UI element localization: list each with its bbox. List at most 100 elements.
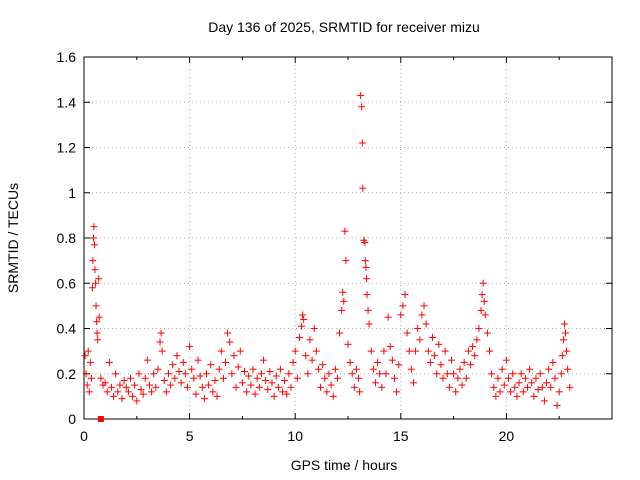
data-point [295, 334, 303, 342]
data-point [422, 320, 430, 328]
data-point [103, 388, 111, 396]
data-point [215, 365, 223, 373]
data-point [447, 356, 455, 364]
data-point [471, 352, 479, 360]
data-point [498, 365, 506, 373]
data-point [515, 379, 523, 387]
data-point [359, 184, 367, 192]
data-point [329, 392, 337, 400]
data-point [186, 343, 194, 351]
data-point [456, 365, 464, 373]
data-point [557, 370, 565, 378]
data-point [364, 306, 372, 314]
data-point [209, 388, 217, 396]
data-point [91, 266, 99, 274]
data-point [217, 347, 225, 355]
data-point [158, 347, 166, 355]
data-point [241, 367, 249, 375]
data-point [145, 381, 153, 389]
data-point [414, 325, 422, 332]
data-point [281, 377, 289, 385]
data-point [249, 365, 257, 373]
data-point [319, 361, 327, 369]
data-point [302, 352, 310, 360]
data-point [243, 388, 251, 396]
data-point [460, 358, 468, 366]
data-point [551, 374, 559, 382]
data-point [362, 263, 370, 271]
data-point [441, 347, 449, 355]
data-point [481, 311, 489, 319]
data-point [534, 386, 542, 394]
data-point [97, 374, 105, 382]
data-point [310, 325, 318, 332]
data-point [458, 381, 466, 389]
data-point [93, 329, 101, 337]
data-point [118, 395, 126, 403]
data-point [232, 383, 240, 391]
data-point [356, 388, 364, 396]
data-point [553, 401, 561, 409]
data-point [245, 372, 253, 380]
data-point [148, 388, 156, 396]
data-point [395, 361, 403, 369]
x-tick-label: 5 [186, 428, 194, 444]
data-point [173, 352, 181, 360]
data-point [475, 325, 483, 332]
data-point [524, 383, 532, 391]
data-point [169, 361, 177, 369]
data-point [378, 383, 386, 391]
data-point [511, 383, 519, 391]
data-point [358, 103, 366, 111]
data-point [376, 370, 384, 378]
data-point [226, 338, 234, 346]
data-point [540, 397, 548, 405]
x-tick-label: 10 [287, 428, 303, 444]
data-point [405, 347, 413, 355]
data-point [526, 365, 534, 373]
data-point [94, 336, 102, 344]
data-point [401, 291, 409, 299]
data-point [85, 388, 93, 396]
data-point [188, 365, 196, 373]
data-point [91, 241, 99, 249]
data-point [517, 370, 525, 378]
data-point [371, 379, 379, 387]
data-point [222, 358, 230, 366]
data-point [177, 379, 185, 387]
data-point [559, 336, 567, 344]
data-point [200, 395, 208, 403]
data-point [344, 340, 352, 348]
data-point [361, 257, 369, 265]
data-point [532, 374, 540, 382]
data-point [339, 288, 347, 296]
x-tick-label: 20 [499, 428, 515, 444]
data-point [469, 343, 477, 351]
data-point [86, 358, 94, 366]
data-point [488, 370, 496, 378]
data-point [107, 383, 115, 391]
data-point [543, 379, 551, 387]
data-point [260, 356, 268, 364]
data-point [521, 374, 529, 382]
data-point [87, 374, 95, 382]
data-point [563, 347, 571, 355]
data-point [327, 381, 335, 389]
y-tick-label: 1.4 [57, 94, 77, 110]
y-tick-label: 0.2 [57, 366, 77, 382]
data-point [355, 374, 363, 382]
data-point [92, 279, 100, 287]
data-point [253, 374, 261, 382]
data-point [547, 383, 555, 391]
data-point [358, 139, 366, 147]
data-point [299, 311, 307, 319]
data-point [403, 329, 411, 337]
data-point [257, 370, 265, 378]
data-point [190, 374, 198, 382]
y-tick-label: 0 [68, 411, 76, 427]
data-point [490, 383, 498, 391]
data-point [137, 386, 145, 394]
data-point [452, 388, 460, 396]
